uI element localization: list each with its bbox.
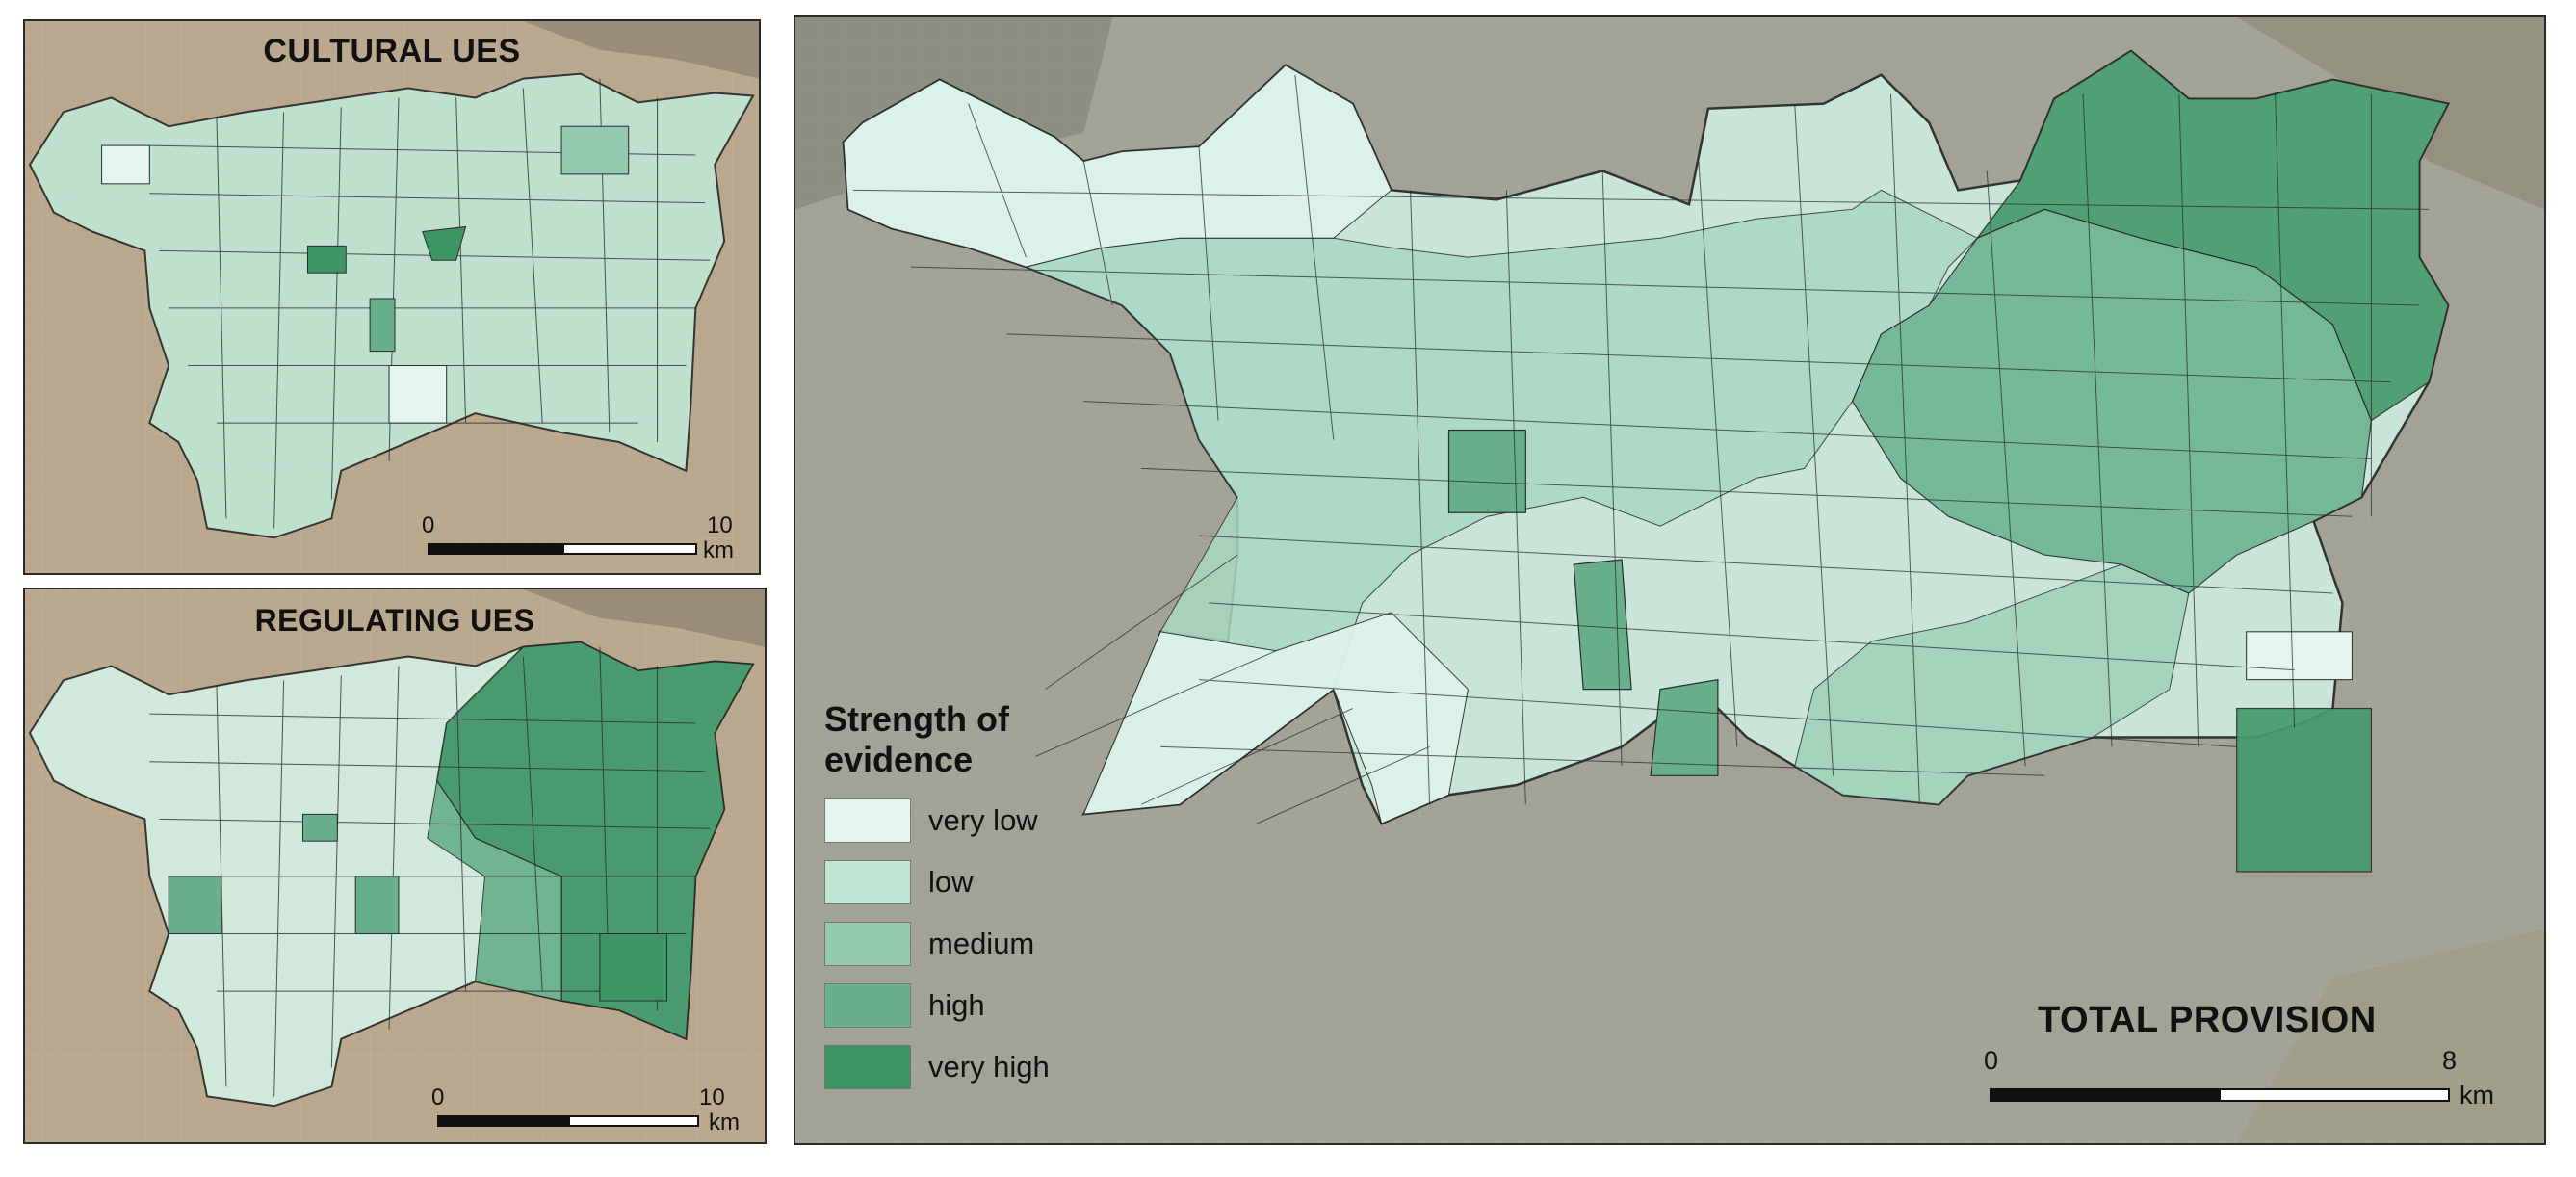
scale-unit-label: km — [703, 537, 734, 563]
legend-label: low — [928, 865, 974, 899]
district-high — [354, 876, 400, 935]
scale-bar-black — [428, 543, 562, 555]
district-high — [168, 876, 222, 935]
legend-swatch — [824, 922, 911, 966]
legend-label: very low — [928, 803, 1038, 837]
legend-label: high — [928, 988, 985, 1022]
scale-bar-black — [437, 1115, 568, 1127]
scale-bar-white — [562, 543, 697, 555]
scale-start-label: 0 — [431, 1085, 445, 1111]
legend-swatch — [824, 1045, 911, 1089]
regulating-ues-map — [25, 589, 765, 1142]
scale-unit-label: km — [2459, 1081, 2494, 1110]
district-high — [1573, 559, 1632, 691]
legend-swatch — [824, 860, 911, 904]
scale-bar-black — [1990, 1088, 2219, 1102]
scale-end-label: 8 — [2442, 1046, 2458, 1075]
legend-label: medium — [928, 927, 1035, 960]
legend-swatch — [824, 798, 911, 843]
panel-title: TOTAL PROVISION — [2038, 1000, 2377, 1040]
district-high — [302, 813, 338, 842]
scale-bar-white — [568, 1115, 699, 1127]
legend-title-line2: evidence — [824, 740, 974, 779]
scale-end-label: 10 — [707, 512, 733, 538]
district-high — [1650, 678, 1719, 776]
legend-item: very low — [824, 790, 1050, 851]
panel-title: REGULATING UES — [254, 603, 535, 638]
regulating-ues-map-panel: REGULATING UES 0 10 km — [23, 588, 767, 1144]
scale-bar-white — [2219, 1088, 2450, 1102]
total-provision-map-panel: TOTAL PROVISION 0 8 km Strength of evide… — [794, 15, 2546, 1145]
legend-item: low — [824, 851, 1050, 913]
district-boundaries — [852, 74, 2430, 824]
district-very-high — [2236, 707, 2372, 873]
cultural-ues-map-panel: CULTURAL UES 0 10 km — [23, 19, 761, 575]
map-legend: Strength of evidence very low low medium hi… — [824, 699, 1050, 1098]
district-very-low — [101, 144, 150, 185]
scale-bar: 0 8 km — [1984, 1046, 2510, 1113]
district-very-low — [2246, 631, 2353, 681]
hills-area — [523, 589, 765, 647]
district-high — [369, 298, 396, 353]
legend-title-line1: Strength of — [824, 699, 1009, 739]
legend-item: high — [824, 975, 1050, 1036]
scale-end-label: 10 — [699, 1085, 725, 1111]
district-very-high — [306, 245, 347, 274]
scale-unit-label: km — [709, 1110, 740, 1136]
district-medium — [560, 125, 630, 175]
district-high — [1447, 429, 1526, 513]
legend-swatch — [824, 983, 911, 1028]
cultural-ues-map — [25, 21, 759, 573]
legend-item: very high — [824, 1036, 1050, 1098]
panel-title: CULTURAL UES — [263, 33, 521, 69]
district-very-high — [599, 933, 668, 1002]
legend-label: very high — [928, 1050, 1050, 1084]
scale-start-label: 0 — [422, 512, 435, 538]
legend-item: medium — [824, 913, 1050, 975]
legend-items: very low low medium high very high — [824, 790, 1050, 1098]
hills-area — [523, 21, 759, 79]
scale-bar: 0 10 km — [422, 512, 736, 570]
scale-start-label: 0 — [1984, 1046, 1999, 1075]
total-provision-map — [795, 17, 2544, 1143]
scale-bar: 0 10 km — [431, 1085, 755, 1142]
district-very-high — [422, 225, 467, 261]
district-very-low — [388, 365, 448, 424]
very-low-districts-south — [1082, 612, 1469, 824]
